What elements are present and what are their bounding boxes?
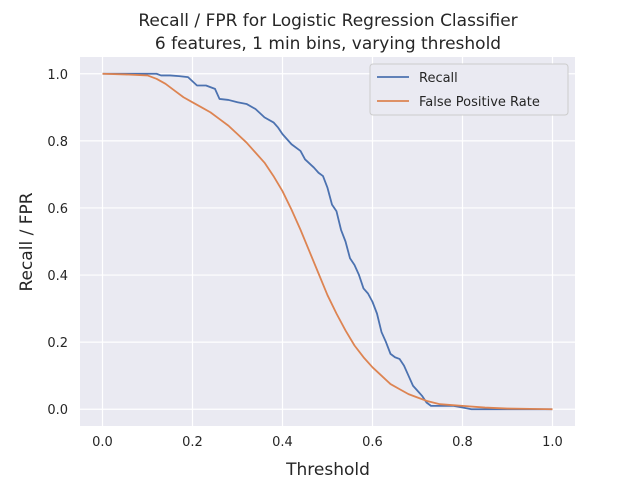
legend-label-recall: Recall (419, 71, 458, 86)
series-lines (102, 72, 553, 411)
chart-title: Recall / FPR for Logistic Regression Cla… (138, 11, 517, 31)
legend: Recall False Positive Rate (369, 63, 569, 116)
x-tick-label: 1.0 (542, 435, 563, 450)
legend-label-fpr: False Positive Rate (419, 95, 540, 110)
plot-area (80, 57, 575, 426)
x-tick-label: 0.2 (182, 435, 203, 450)
y-tick-label: 0.2 (47, 336, 68, 351)
y-tick-label: 1.0 (47, 68, 68, 83)
y-tick-label: 0.4 (47, 269, 68, 284)
series-line-recall (102, 72, 553, 411)
x-tick-label: 0.6 (362, 435, 383, 450)
x-tick-label: 0.0 (92, 435, 113, 450)
legend-box (369, 63, 569, 116)
chart-subtitle: 6 features, 1 min bins, varying threshol… (155, 34, 501, 54)
y-tick-label: 0.0 (47, 403, 68, 418)
series-line-fpr (102, 72, 553, 411)
x-tick-label: 0.8 (452, 435, 473, 450)
x-tick-label: 0.4 (272, 435, 293, 450)
grid (80, 57, 575, 426)
tick-labels: 0.0 0.2 0.4 0.6 0.8 1.0 0.0 0.2 0.4 0.6 0.8 1.0 (47, 68, 563, 450)
x-axis-label: Threshold (285, 460, 370, 480)
y-axis-label: Recall / FPR (17, 192, 37, 291)
y-tick-label: 0.8 (47, 135, 68, 150)
y-tick-label: 0.6 (47, 202, 68, 217)
